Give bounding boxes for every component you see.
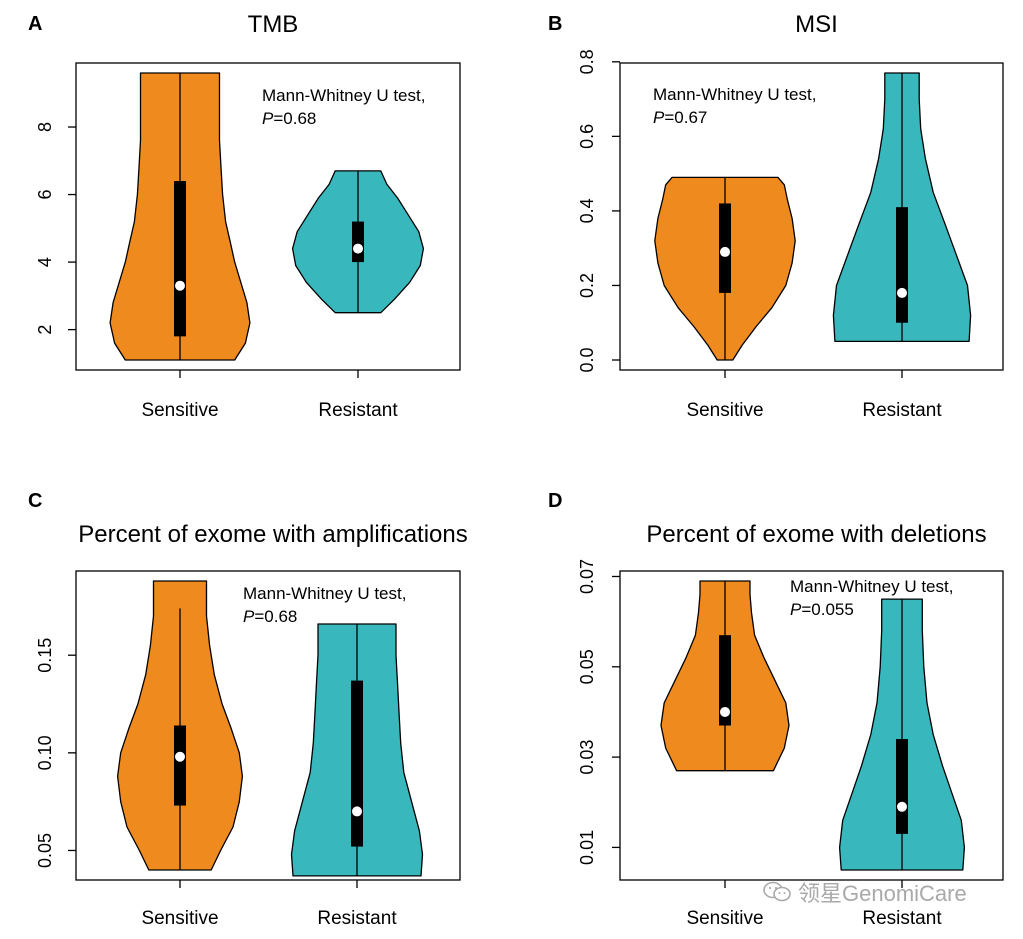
stat-annotation: Mann-Whitney U test, P=0.68: [243, 584, 406, 626]
plot-frame: [619, 570, 1004, 881]
y-tick-label: 0.05: [577, 649, 597, 684]
category-label: Sensitive: [141, 908, 218, 929]
chart-title: Percent of exome with deletions: [646, 521, 986, 548]
y-tick-label: 0.03: [577, 740, 597, 775]
y-tick-label: 0.15: [35, 638, 55, 673]
category-label: Resistant: [862, 400, 942, 421]
y-tick-label: 0.4: [577, 198, 597, 223]
y-tick-label: 6: [35, 190, 55, 200]
p-label: P: [262, 109, 274, 128]
stat-annotation: Mann-Whitney U test, P=0.67: [653, 85, 816, 127]
panel-d: D Percent of exome with deletions 0.01 0.03…: [548, 490, 1004, 929]
y-tick-label: 0.10: [35, 735, 55, 770]
test-name: Mann-Whitney U test,: [653, 85, 816, 104]
p-value: =0.67: [664, 108, 707, 127]
test-name: Mann-Whitney U test,: [243, 584, 406, 603]
watermark-text: 领星GenomiCare: [798, 881, 967, 906]
wechat-icon: [763, 881, 791, 902]
y-tick-label: 4: [35, 257, 55, 267]
panel-letter: C: [28, 490, 42, 512]
median-point-sensitive: [720, 246, 730, 257]
stat-annotation: Mann-Whitney U test, P=0.68: [262, 86, 425, 128]
watermark: 领星GenomiCare: [762, 876, 967, 908]
y-tick-label: 0.6: [577, 124, 597, 149]
p-value: =0.68: [273, 109, 316, 128]
panel-letter: B: [548, 13, 562, 35]
median-point-resistant: [353, 243, 363, 254]
y-tick-label: 0.2: [577, 273, 597, 298]
panel-a: A TMB 2 4 6 8 Sensitive Resistant Mann-Whitney U…: [28, 11, 461, 421]
iqr-box-sensitive: [174, 181, 186, 337]
panel-letter: D: [548, 490, 562, 512]
y-tick-label: 8: [35, 122, 55, 132]
y-tick-label: 0.0: [577, 347, 597, 372]
category-label: Resistant: [318, 400, 398, 421]
median-point-resistant: [897, 801, 907, 812]
median-point-sensitive: [175, 751, 185, 762]
p-label: P: [653, 108, 665, 127]
category-label: Sensitive: [686, 908, 763, 929]
p-label: P: [243, 607, 255, 626]
chart-title: TMB: [248, 11, 299, 38]
median-point-sensitive: [720, 706, 730, 717]
category-label: Resistant: [317, 908, 397, 929]
p-label: P: [790, 600, 802, 619]
category-label: Resistant: [862, 908, 942, 929]
plot-frame: [75, 62, 461, 371]
iqr-box-resistant: [351, 680, 363, 847]
y-tick-label: 0.05: [35, 833, 55, 868]
y-tick-label: 0.8: [577, 49, 597, 74]
plot-frame: [75, 570, 461, 881]
median-point-sensitive: [175, 280, 185, 291]
iqr-box-resistant: [352, 221, 364, 263]
chart-title: Percent of exome with amplifications: [78, 521, 468, 548]
test-name: Mann-Whitney U test,: [790, 577, 953, 596]
plot-frame: [619, 62, 1004, 371]
category-label: Sensitive: [141, 400, 218, 421]
p-value: =0.68: [254, 607, 297, 626]
test-name: Mann-Whitney U test,: [262, 86, 425, 105]
iqr-box-sensitive: [174, 725, 186, 806]
median-point-resistant: [897, 287, 907, 298]
chart-title: MSI: [795, 11, 838, 38]
iqr-box-resistant: [896, 207, 908, 323]
y-tick-label: 0.01: [577, 830, 597, 865]
median-point-resistant: [352, 806, 362, 817]
iqr-box-resistant: [896, 739, 908, 834]
stat-annotation: Mann-Whitney U test, P=0.055: [790, 577, 953, 619]
y-tick-label: 0.07: [577, 559, 597, 594]
panel-letter: A: [28, 13, 42, 35]
iqr-box-sensitive: [719, 635, 731, 726]
panel-b: B MSI 0.0 0.2 0.4 0.6 0.8 Sensitive Resistant Man…: [548, 11, 1004, 421]
panel-c: C Percent of exome with amplifications 0.0…: [28, 490, 468, 929]
category-label: Sensitive: [686, 400, 763, 421]
y-tick-label: 2: [35, 325, 55, 335]
p-value: =0.055: [801, 600, 853, 619]
